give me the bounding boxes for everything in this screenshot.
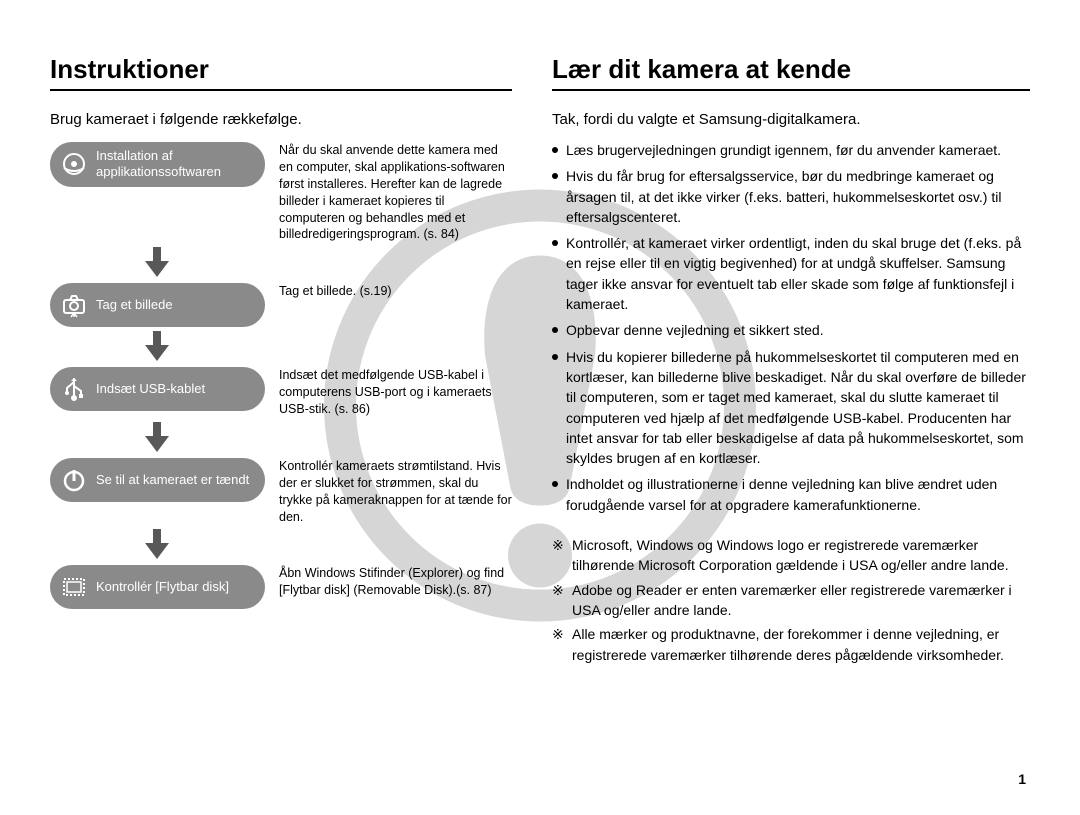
step-label: Kontrollér [Flytbar disk] xyxy=(96,579,229,595)
step-desc: Indsæt det medfølgende USB-kabel i compu… xyxy=(265,367,512,418)
bullet-item: Opbevar denne vejledning et sikkert sted… xyxy=(552,320,1030,340)
bullet-item: Hvis du får brug for eftersalgsservice, … xyxy=(552,166,1030,227)
usb-icon xyxy=(60,375,88,403)
thanks-text: Tak, fordi du valgte et Samsung-digitalk… xyxy=(552,111,1030,128)
left-title: Instruktioner xyxy=(50,54,512,91)
left-column: Instruktioner Brug kameraet i følgende r… xyxy=(50,54,540,669)
trademark-item: Adobe og Reader er enten varemærker elle… xyxy=(552,580,1030,621)
step-row: Kontrollér [Flytbar disk] Åbn Windows St… xyxy=(50,565,512,609)
right-title: Lær dit kamera at kende xyxy=(552,54,1030,91)
right-column: Lær dit kamera at kende Tak, fordi du va… xyxy=(540,54,1030,669)
page-number: 1 xyxy=(1018,771,1026,787)
bullet-item: Kontrollér, at kameraet virker ordentlig… xyxy=(552,233,1030,314)
trademark-item: Alle mærker og produktnavne, der forekom… xyxy=(552,624,1030,665)
left-intro: Brug kameraet i følgende rækkefølge. xyxy=(50,111,512,128)
flow-arrow xyxy=(50,331,512,361)
bullet-item: Indholdet og illustrationerne i denne ve… xyxy=(552,474,1030,515)
step-pill-disk: Kontrollér [Flytbar disk] xyxy=(50,565,265,609)
camera-icon xyxy=(60,291,88,319)
step-row: Indsæt USB-kablet Indsæt det medfølgende… xyxy=(50,367,512,418)
step-desc: Kontrollér kameraets strømtilstand. Hvis… xyxy=(265,458,512,526)
page-content: Instruktioner Brug kameraet i følgende r… xyxy=(0,0,1080,699)
step-label: Tag et billede xyxy=(96,297,173,313)
flow-arrow xyxy=(50,529,512,559)
flow-arrow xyxy=(50,422,512,452)
step-row: Tag et billede Tag et billede. (s.19) xyxy=(50,283,512,327)
disk-icon xyxy=(60,573,88,601)
step-desc: Når du skal anvende dette kamera med en … xyxy=(265,142,512,243)
step-row: Installation af applikationssoftwaren Nå… xyxy=(50,142,512,243)
step-pill-take-picture: Tag et billede xyxy=(50,283,265,327)
bullet-item: Læs brugervejledningen grundigt igennem,… xyxy=(552,140,1030,160)
step-pill-power: Se til at kameraet er tændt xyxy=(50,458,265,502)
step-label: Se til at kameraet er tændt xyxy=(96,472,249,488)
flow-arrow xyxy=(50,247,512,277)
cd-icon xyxy=(60,150,88,178)
step-pill-install: Installation af applikationssoftwaren xyxy=(50,142,265,187)
power-icon xyxy=(60,466,88,494)
bullet-list: Læs brugervejledningen grundigt igennem,… xyxy=(552,140,1030,515)
trademark-list: Microsoft, Windows og Windows logo er re… xyxy=(552,535,1030,665)
bullet-item: Hvis du kopierer billederne på hukommels… xyxy=(552,347,1030,469)
step-label: Installation af applikationssoftwaren xyxy=(96,148,253,181)
step-row: Se til at kameraet er tændt Kontrollér k… xyxy=(50,458,512,526)
step-desc: Åbn Windows Stifinder (Explorer) og find… xyxy=(265,565,512,599)
step-desc: Tag et billede. (s.19) xyxy=(265,283,392,300)
trademark-item: Microsoft, Windows og Windows logo er re… xyxy=(552,535,1030,576)
step-label: Indsæt USB-kablet xyxy=(96,381,205,397)
step-pill-usb: Indsæt USB-kablet xyxy=(50,367,265,411)
